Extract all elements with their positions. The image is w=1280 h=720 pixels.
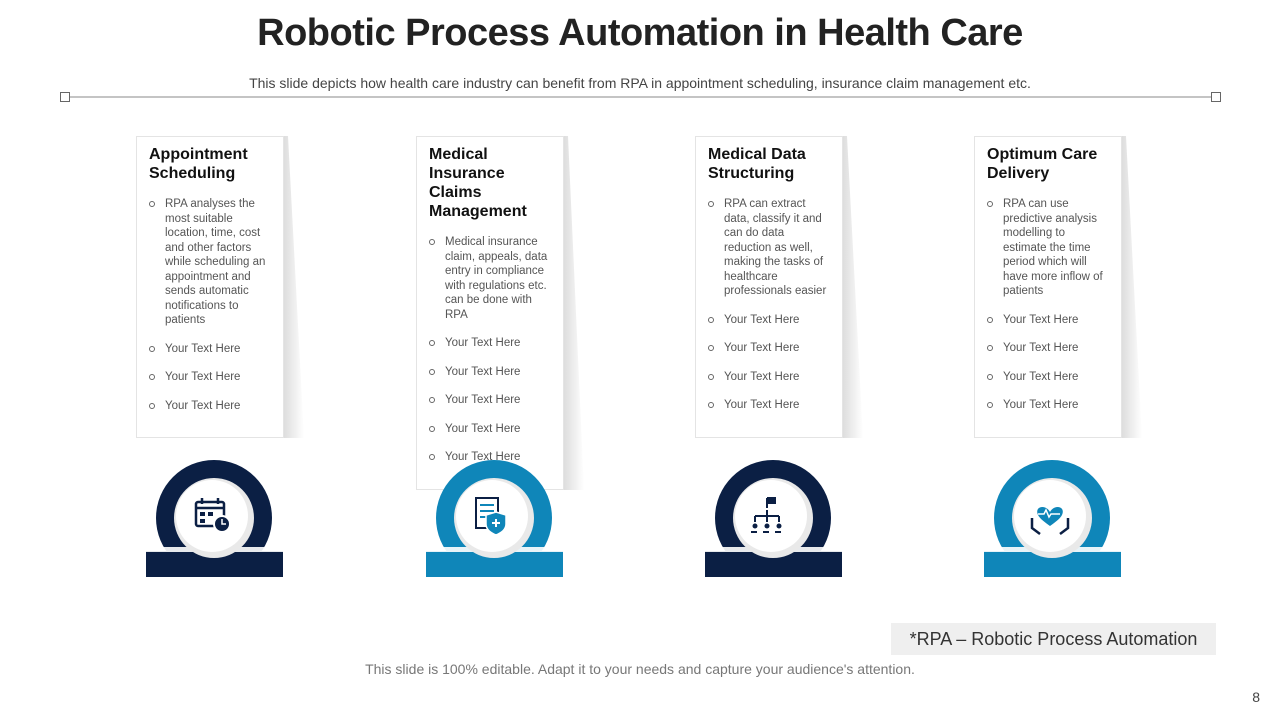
bullet: Your Text Here [149, 370, 273, 385]
title: Robotic Process Automation in Health Car… [257, 12, 1023, 54]
icon-badge [146, 460, 283, 577]
subtitle: This slide depicts how health care indus… [249, 75, 1031, 91]
bullet: Your Text Here [987, 341, 1111, 356]
icon-badge [426, 460, 563, 577]
card: Optimum Care Delivery RPA can use predict… [974, 136, 1122, 438]
bullet: Your Text Here [708, 313, 832, 328]
bullet: RPA analyses the most suitable location,… [149, 197, 273, 328]
footnote: *RPA – Robotic Process Automation [891, 623, 1216, 655]
bullet: RPA can use predictive analysis modellin… [987, 197, 1111, 299]
card-title: Medical Data Structuring [708, 146, 806, 182]
bullet: Your Text Here [149, 399, 273, 414]
bullet: Your Text Here [987, 398, 1111, 413]
page-number: 8 [1252, 689, 1260, 705]
card: Medical Insurance Claims Management Medic… [416, 136, 564, 490]
card-shadow [564, 136, 584, 490]
bullet: RPA can extract data, classify it and ca… [708, 197, 832, 299]
bullet: Medical insurance claim, appeals, data e… [429, 235, 553, 322]
card-shadow [284, 136, 304, 438]
card-shadow [843, 136, 863, 438]
bullet-list: RPA can extract data, classify it and ca… [708, 197, 832, 413]
bullet: Your Text Here [708, 341, 832, 356]
card: Appointment Scheduling RPA analyses the m… [136, 136, 284, 438]
bullet-list: RPA analyses the most suitable location,… [149, 197, 273, 413]
card-title: Optimum Care Delivery [987, 146, 1098, 182]
icon-badge [984, 460, 1121, 577]
bullet: Your Text Here [429, 450, 553, 465]
bullet: Your Text Here [149, 342, 273, 357]
bullet: Your Text Here [708, 370, 832, 385]
bullet: Your Text Here [708, 398, 832, 413]
bullet: Your Text Here [429, 365, 553, 380]
bullet-list: RPA can use predictive analysis modellin… [987, 197, 1111, 413]
bullet: Your Text Here [429, 393, 553, 408]
card-shadow [1122, 136, 1142, 438]
card: Medical Data Structuring RPA can extract … [695, 136, 843, 438]
bullet: Your Text Here [429, 422, 553, 437]
divider [60, 92, 1221, 102]
card-title: Appointment Scheduling [149, 146, 248, 182]
bullet-list: Medical insurance claim, appeals, data e… [429, 235, 553, 465]
footer: This slide is 100% editable. Adapt it to… [365, 661, 915, 677]
bullet: Your Text Here [987, 313, 1111, 328]
icon-badge [705, 460, 842, 577]
bullet: Your Text Here [429, 336, 553, 351]
card-title: Medical Insurance Claims Management [429, 146, 527, 220]
bullet: Your Text Here [987, 370, 1111, 385]
